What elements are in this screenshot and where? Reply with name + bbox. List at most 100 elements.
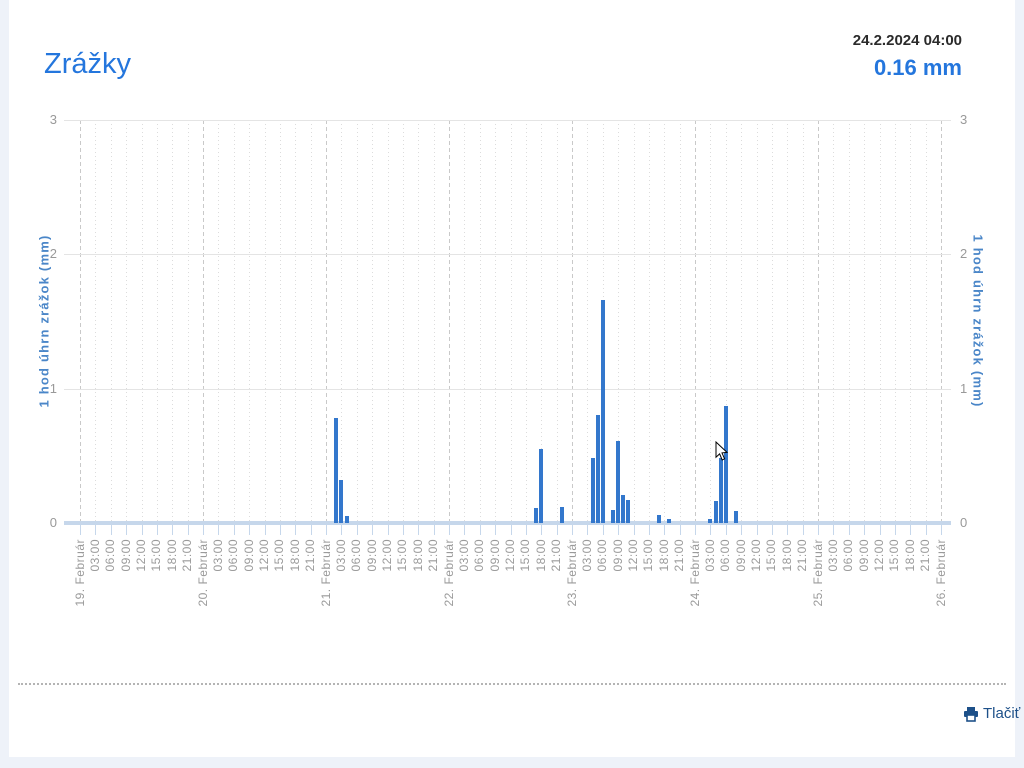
precip-bar[interactable] bbox=[344, 516, 349, 523]
x-axis-tick bbox=[679, 525, 681, 535]
footer-separator bbox=[18, 683, 1006, 685]
x-tick-label: 18:00 bbox=[410, 539, 425, 572]
chart-card bbox=[9, 0, 1015, 757]
x-tick-label: 12:00 bbox=[503, 539, 517, 572]
x-tick-label: 21:00 bbox=[180, 539, 195, 572]
hour-gridline bbox=[464, 120, 466, 525]
x-tick-label: 03:00 bbox=[333, 539, 348, 572]
x-axis-tick bbox=[525, 525, 527, 535]
hour-gridline bbox=[741, 120, 743, 525]
y-gridline bbox=[64, 254, 951, 255]
day-gridline bbox=[818, 120, 819, 525]
hour-gridline bbox=[479, 120, 481, 525]
precip-bar[interactable] bbox=[616, 441, 621, 523]
precip-bar[interactable] bbox=[713, 501, 718, 523]
hour-gridline bbox=[510, 120, 512, 525]
x-axis-tick bbox=[387, 525, 389, 535]
x-tick-label: 09:00 bbox=[487, 539, 502, 572]
hour-gridline bbox=[894, 120, 896, 525]
x-axis-tick bbox=[541, 525, 543, 535]
x-tick-label: 03:00 bbox=[702, 539, 717, 572]
print-button[interactable]: Tlačiť bbox=[963, 705, 1020, 722]
hour-gridline bbox=[664, 120, 666, 525]
x-axis-tick bbox=[203, 525, 204, 535]
x-axis-tick bbox=[372, 525, 374, 535]
x-tick-label: 15:00 bbox=[149, 539, 164, 572]
hour-gridline bbox=[710, 120, 712, 525]
precip-bar[interactable] bbox=[667, 519, 672, 523]
hour-gridline bbox=[264, 120, 266, 525]
precip-bar[interactable] bbox=[657, 515, 662, 523]
hour-gridline bbox=[802, 120, 804, 525]
x-axis-tick bbox=[495, 525, 497, 535]
print-button-label: Tlačiť bbox=[983, 705, 1021, 722]
precip-bar[interactable] bbox=[339, 480, 344, 523]
x-axis-tick bbox=[556, 525, 558, 535]
x-axis-tick bbox=[818, 525, 819, 535]
hour-gridline bbox=[95, 120, 97, 525]
x-tick-label: 18:00 bbox=[656, 539, 671, 572]
hour-gridline bbox=[848, 120, 850, 525]
y-tick-label-right: 0 bbox=[960, 515, 968, 530]
y-tick-label-right: 2 bbox=[960, 246, 968, 261]
hour-gridline bbox=[433, 120, 435, 525]
x-axis-tick bbox=[187, 525, 189, 535]
x-tick-label: 18:00 bbox=[287, 539, 302, 572]
x-axis-tick bbox=[833, 525, 835, 535]
x-tick-label: 18:00 bbox=[902, 539, 917, 572]
x-tick-label: 06:00 bbox=[103, 539, 118, 572]
x-tick-label: 18:00 bbox=[164, 539, 179, 572]
precip-bar[interactable] bbox=[534, 508, 539, 523]
x-tick-label: 15:00 bbox=[887, 539, 902, 572]
hour-gridline bbox=[679, 120, 681, 525]
x-axis-tick bbox=[710, 525, 712, 535]
x-axis-tick bbox=[787, 525, 789, 535]
precip-bar[interactable] bbox=[723, 406, 728, 523]
hour-gridline bbox=[249, 120, 251, 525]
x-tick-label: 26. Február bbox=[933, 539, 948, 607]
precip-bar[interactable] bbox=[734, 511, 738, 523]
x-tick-label: 21:00 bbox=[303, 539, 318, 572]
y-tick-label-left: 1 bbox=[49, 381, 57, 396]
x-tick-label: 09:00 bbox=[610, 539, 625, 572]
readout-value: 0.16 mm bbox=[873, 55, 962, 80]
x-axis-tick bbox=[126, 525, 128, 535]
x-axis-tick bbox=[172, 525, 174, 535]
precip-bar[interactable] bbox=[708, 519, 713, 523]
mouse-cursor bbox=[715, 441, 728, 461]
x-tick-label: 12:00 bbox=[380, 539, 394, 572]
x-tick-label: 15:00 bbox=[641, 539, 656, 572]
hour-gridline bbox=[756, 120, 758, 525]
x-axis-tick bbox=[602, 525, 604, 535]
x-tick-label: 06:00 bbox=[595, 539, 610, 572]
x-axis-tick bbox=[664, 525, 666, 535]
hour-gridline bbox=[618, 120, 620, 525]
x-tick-label: 03:00 bbox=[456, 539, 471, 572]
hour-gridline bbox=[341, 120, 343, 525]
x-axis-tick bbox=[771, 525, 773, 535]
precip-bar[interactable] bbox=[600, 300, 605, 523]
hour-gridline bbox=[648, 120, 650, 525]
y-tick-label-right: 1 bbox=[960, 381, 968, 396]
hour-gridline bbox=[495, 120, 497, 525]
x-axis-tick bbox=[572, 525, 573, 535]
precip-bar[interactable] bbox=[334, 418, 339, 523]
hour-gridline bbox=[295, 120, 297, 525]
hour-gridline bbox=[633, 120, 635, 525]
x-axis-tick bbox=[264, 525, 266, 535]
hour-gridline bbox=[925, 120, 927, 525]
hour-gridline bbox=[402, 120, 404, 525]
x-axis-tick bbox=[233, 525, 235, 535]
precip-bar[interactable] bbox=[539, 449, 544, 523]
precip-bar[interactable] bbox=[718, 458, 723, 523]
precip-bar[interactable] bbox=[611, 510, 615, 523]
x-axis-tick bbox=[648, 525, 650, 535]
hour-gridline bbox=[233, 120, 235, 525]
precip-bar[interactable] bbox=[595, 415, 600, 523]
precip-bar[interactable] bbox=[559, 507, 564, 523]
precip-bar[interactable] bbox=[621, 495, 626, 523]
precip-bar[interactable] bbox=[590, 458, 595, 523]
precip-bar[interactable] bbox=[626, 500, 631, 523]
